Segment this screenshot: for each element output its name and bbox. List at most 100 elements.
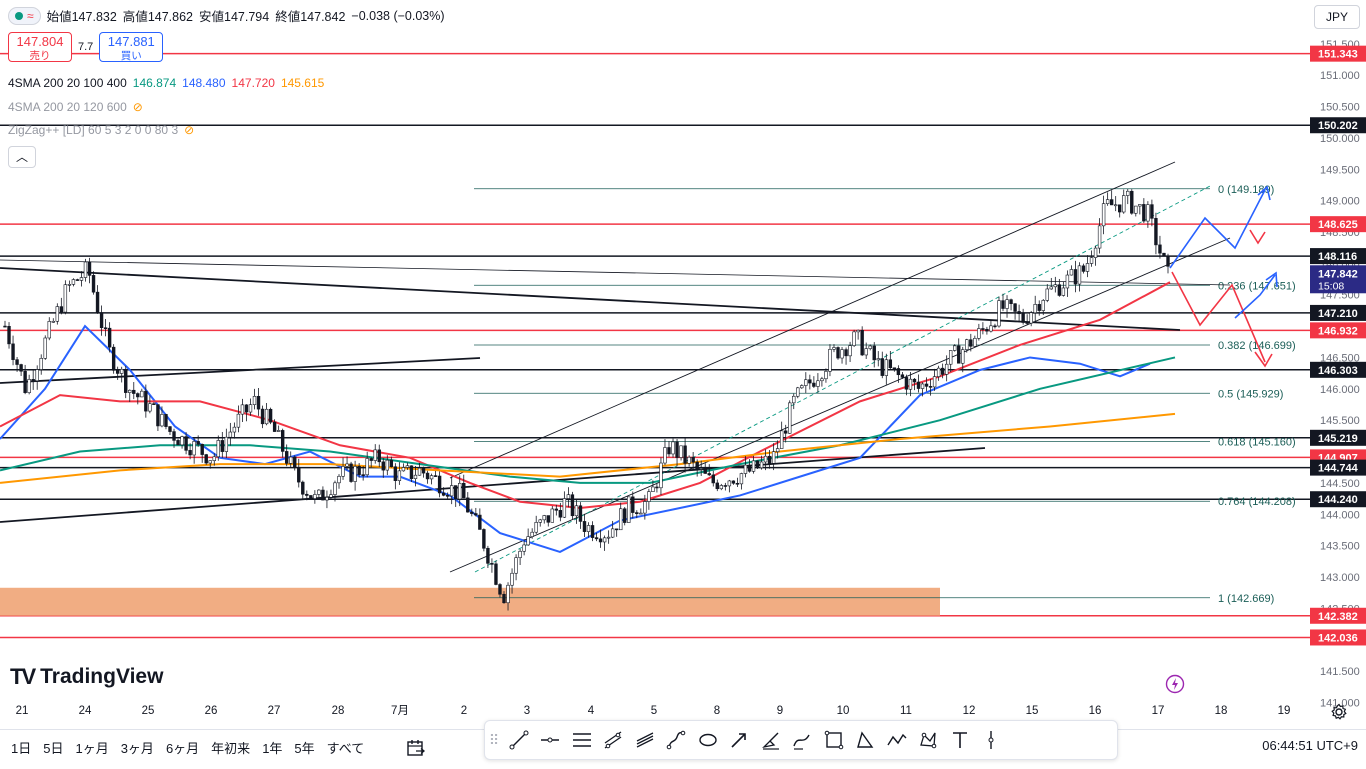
scenario-arrowhead-up-1 — [1257, 185, 1271, 201]
indicator-row-2[interactable]: 4SMA 200 20 120 600 ⊘ — [8, 100, 143, 114]
candle-body — [691, 456, 695, 463]
candle-body — [490, 563, 494, 565]
scenario-down-path — [1171, 271, 1266, 363]
candle-body — [309, 495, 313, 499]
candle-body — [1093, 247, 1098, 258]
drag-handle-icon[interactable]: ⠿ — [488, 731, 500, 748]
price-tick-2: 150.500 — [1320, 102, 1360, 114]
level-price-box-13 — [1310, 629, 1366, 646]
candle-body — [703, 468, 707, 474]
candle-body — [115, 370, 120, 374]
support-zone-rect[interactable] — [0, 587, 940, 616]
range-1y[interactable]: 1年 — [262, 741, 283, 756]
candle-body — [627, 496, 631, 523]
sma-line-1[interactable] — [0, 281, 1171, 510]
gear-icon[interactable] — [1330, 703, 1348, 721]
candle-body — [228, 431, 233, 438]
spread-value: 7.7 — [78, 41, 94, 53]
candle-body — [248, 404, 253, 413]
price-tick-4: 149.500 — [1320, 164, 1360, 176]
range-1m[interactable]: 1ヶ月 — [75, 741, 109, 756]
channel-upper — [449, 161, 1176, 479]
candle-body — [132, 389, 136, 394]
candle-body — [148, 403, 152, 412]
ascending-support-line — [0, 447, 986, 523]
candle-body — [264, 408, 269, 425]
candle-body — [1077, 265, 1082, 285]
candle-body — [659, 462, 663, 489]
clock-timezone[interactable]: 06:44:51 UTC+9 — [1262, 738, 1358, 753]
arrow-icon[interactable] — [724, 721, 756, 759]
parallel-channel-icon[interactable] — [566, 721, 598, 759]
candle-body — [297, 466, 301, 483]
market-status-pill[interactable]: ≈ — [8, 6, 41, 25]
zigzag-icon[interactable] — [881, 721, 913, 759]
vertical-line-icon[interactable] — [976, 721, 1008, 759]
candle-body — [719, 485, 724, 490]
curve-icon[interactable] — [787, 721, 819, 759]
indicator-row-3[interactable]: ZigZag++ [LD] 60 5 3 2 0 0 80 3 ⊘ — [8, 123, 194, 137]
collapse-legend-button[interactable]: ︿ — [8, 146, 36, 168]
time-tick-0: 21 — [16, 705, 29, 717]
rectangle-icon[interactable] — [818, 721, 850, 759]
candle-body — [864, 348, 868, 356]
candle-body — [1105, 199, 1110, 204]
pattern-icon[interactable] — [913, 721, 945, 759]
ellipse-icon[interactable] — [692, 721, 724, 759]
range-5d[interactable]: 5日 — [43, 741, 64, 756]
candle-body — [486, 547, 490, 564]
candle-body — [75, 279, 80, 281]
sma-line-3[interactable] — [0, 412, 1176, 484]
candle-body — [961, 349, 965, 364]
range-1d[interactable]: 1日 — [11, 741, 32, 756]
range-3m[interactable]: 3ヶ月 — [120, 741, 154, 756]
candle-body — [280, 430, 285, 452]
tradingview-logo[interactable]: TV TradingView — [10, 664, 163, 690]
candle-body — [437, 475, 442, 494]
candle-body — [103, 327, 108, 330]
sell-button[interactable]: 147.804 売り — [8, 32, 72, 62]
candle-body — [1118, 204, 1122, 213]
pitchfork-icon[interactable] — [598, 721, 630, 759]
trend-line-icon[interactable] — [503, 721, 535, 759]
range-ytd[interactable]: 年初来 — [211, 741, 251, 756]
candle-body — [566, 494, 571, 499]
level-price-label-12: 142.382 — [1318, 611, 1358, 623]
candle-body — [1049, 286, 1053, 290]
price-tick-10: 146.000 — [1320, 384, 1360, 396]
candle-body — [91, 275, 96, 293]
candle-body — [47, 321, 51, 339]
candle-body — [140, 390, 144, 398]
eye-crossed-icon[interactable]: ⊘ — [184, 123, 195, 137]
calendar-goto-icon[interactable] — [406, 738, 426, 758]
range-6m[interactable]: 6ヶ月 — [165, 741, 200, 756]
fib-retracement-icon[interactable] — [629, 721, 661, 759]
indicator-row-1[interactable]: 4SMA 200 20 100 400 146.874 148.480 147.… — [8, 76, 324, 90]
text-icon[interactable] — [944, 721, 976, 759]
candle-body — [51, 320, 55, 323]
horizontal-ray-icon[interactable] — [535, 721, 567, 759]
candle-body — [1134, 205, 1138, 214]
path-icon[interactable] — [661, 721, 693, 759]
candle-body — [325, 497, 329, 501]
candle-body — [582, 521, 587, 532]
candle-body — [590, 525, 595, 538]
candle-body — [31, 379, 35, 382]
sma-line-2[interactable] — [0, 356, 1176, 484]
candle-body — [735, 482, 740, 485]
candle-body — [120, 368, 124, 374]
level-price-label-2: 148.625 — [1318, 219, 1358, 231]
eye-crossed-icon[interactable]: ⊘ — [132, 100, 143, 114]
triangle-icon[interactable] — [850, 721, 882, 759]
brush-icon[interactable] — [755, 721, 787, 759]
candle-body — [313, 494, 317, 499]
candle-body — [1113, 204, 1118, 207]
lightning-icon[interactable] — [1165, 674, 1185, 694]
currency-selector[interactable]: JPY — [1314, 5, 1360, 29]
range-all[interactable]: すべて — [326, 741, 365, 756]
indicator-name: 4SMA 200 20 100 400 — [8, 76, 127, 90]
buy-button[interactable]: 147.881 買い — [99, 32, 164, 62]
candle-body — [836, 347, 840, 359]
range-5y[interactable]: 5年 — [294, 741, 315, 756]
